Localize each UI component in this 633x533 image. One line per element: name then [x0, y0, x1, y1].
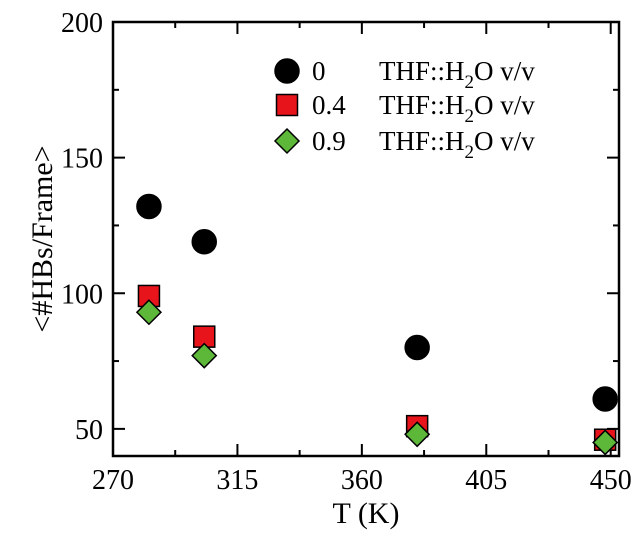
data-point-circle: [191, 228, 217, 255]
data-point-diamond: [191, 342, 218, 369]
data-markers: [135, 193, 619, 456]
y-tick-label: 150: [61, 144, 103, 175]
x-tick-label: 450: [590, 465, 632, 496]
legend-marker-square: [275, 93, 299, 117]
y-tick-label: 200: [61, 8, 103, 39]
legend-marker-circle: [274, 58, 300, 84]
x-tick-label: 270: [92, 465, 134, 496]
data-point-circle: [404, 334, 430, 361]
legend-label: THF::H2O v/v: [379, 90, 535, 127]
y-axis-title: <#HBs/Frame>: [26, 145, 59, 332]
data-point-diamond: [404, 421, 431, 448]
legend-value: 0.9: [312, 126, 346, 156]
x-tick-label: 405: [465, 465, 507, 496]
data-point-diamond: [592, 429, 619, 456]
y-tick-label: 50: [75, 415, 103, 446]
data-point-circle: [136, 193, 162, 220]
data-point-circle: [592, 386, 618, 412]
tick-labels: 270 315 360 405 450 50 100 150 200: [61, 8, 632, 496]
legend-value: 0: [312, 56, 326, 86]
legend-label: THF::H2O v/v: [379, 126, 535, 163]
legend: 0 THF::H2O v/v0.4 THF::H2O v/v0.9 THF::H2O …: [273, 56, 535, 163]
x-axis-title: T (K): [333, 497, 400, 530]
legend-marker-diamond: [273, 127, 301, 155]
x-tick-label: 360: [341, 465, 383, 496]
y-tick-label: 100: [61, 279, 103, 310]
x-tick-label: 315: [216, 465, 258, 496]
legend-label: THF::H2O v/v: [379, 56, 535, 93]
data-point-diamond: [135, 299, 163, 326]
plot-frame: [111, 20, 621, 458]
axis-ticks: [112, 21, 619, 456]
legend-value: 0.4: [312, 90, 346, 120]
